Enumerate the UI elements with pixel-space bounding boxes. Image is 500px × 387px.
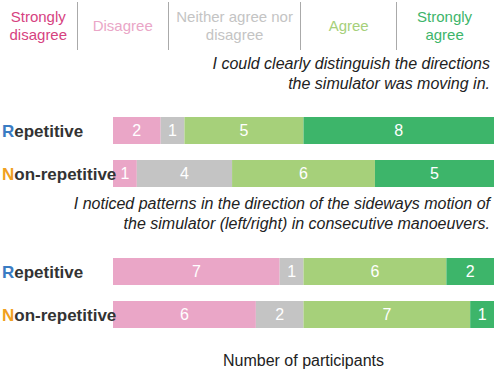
- html-text:Strongly disagree: Strongly disagree: [9, 8, 68, 43]
- html-text:Disagree: Disagree: [92, 17, 153, 34]
- svg-text:Repetitive: Repetitive: [8, 122, 83, 141]
- svg-text:5: 5: [430, 165, 439, 182]
- svg-text:Non-repetitive: Non-repetitive: [8, 306, 116, 325]
- svg-text:4: 4: [180, 165, 189, 182]
- html-text:Neither agree nor disagree: Neither agree nor disagree: [176, 8, 293, 43]
- svg-text:1: 1: [478, 306, 487, 323]
- svg-text:6: 6: [180, 306, 189, 323]
- svg-text:6: 6: [299, 165, 308, 182]
- html-text:Number of participants: Number of participants: [223, 352, 384, 369]
- html-text:Strongly agree: Strongly agree: [417, 8, 473, 43]
- svg-text:Repetitive: Repetitive: [8, 263, 83, 282]
- html-text:I noticed patterns in the dire: I noticed patterns in the direction of t…: [73, 195, 490, 232]
- svg-text:5: 5: [240, 122, 249, 139]
- html-text:Agree: Agree: [328, 17, 369, 34]
- svg-text:2: 2: [132, 122, 141, 139]
- svg-text:Non-repetitive: Non-repetitive: [8, 165, 116, 184]
- svg-text:1: 1: [120, 165, 129, 182]
- svg-text:6: 6: [370, 263, 379, 280]
- svg-text:1: 1: [287, 263, 296, 280]
- svg-text:8: 8: [394, 122, 403, 139]
- svg-text:7: 7: [382, 306, 391, 323]
- svg-text:1: 1: [168, 122, 177, 139]
- svg-text:7: 7: [192, 263, 201, 280]
- svg-text:2: 2: [275, 306, 284, 323]
- html-text:I could clearly distinguish th: I could clearly distinguish the directio…: [212, 55, 490, 92]
- svg-text:2: 2: [466, 263, 475, 280]
